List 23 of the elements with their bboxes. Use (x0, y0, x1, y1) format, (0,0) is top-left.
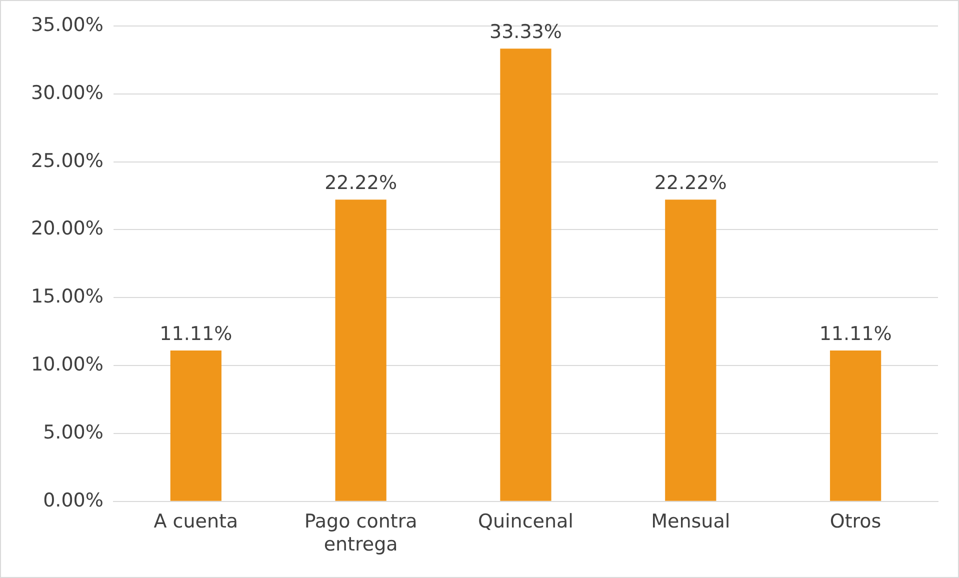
y-tick-label: 20.00% (30, 218, 104, 240)
y-tick-label: 15.00% (30, 286, 104, 308)
bar (335, 200, 386, 501)
data-label: 11.11% (160, 322, 232, 345)
data-label: 11.11% (819, 322, 892, 345)
bar (830, 350, 882, 501)
y-tick-label: 30.00% (30, 82, 104, 104)
bar (665, 200, 716, 501)
x-tick-label: Otros (830, 510, 882, 533)
bar (500, 48, 552, 501)
y-tick-label: 25.00% (30, 150, 104, 172)
x-tick-label: Quincenal (478, 510, 574, 533)
y-tick-label: 0.00% (43, 489, 104, 512)
data-label: 22.22% (324, 172, 398, 194)
x-tick-label: A cuenta (154, 510, 238, 533)
y-tick-label: 5.00% (43, 421, 104, 444)
x-tick-label: Pago contra entrega (304, 510, 418, 556)
x-tick-label: Mensual (651, 510, 730, 533)
y-tick-label: 10.00% (30, 354, 104, 376)
y-tick-label: 35.00% (30, 14, 104, 36)
data-label: 22.22% (654, 172, 727, 194)
data-label: 33.33% (489, 21, 562, 44)
bar (170, 350, 222, 501)
